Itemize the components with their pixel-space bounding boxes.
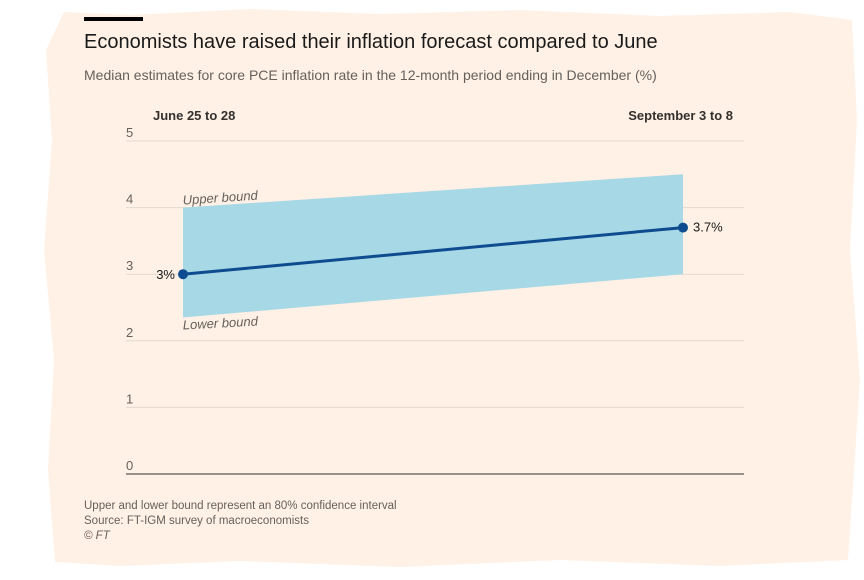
data-label-0: 3% — [156, 267, 175, 282]
data-point-0 — [178, 269, 188, 280]
y-tick-label-1: 1 — [126, 391, 133, 406]
y-tick-label-5: 5 — [126, 125, 133, 140]
footer-credit: © FT — [84, 530, 110, 542]
category-label-june: June 25 to 28 — [153, 108, 235, 123]
y-tick-label-0: 0 — [126, 458, 133, 473]
footer-source: Source: FT-IGM survey of macroeconomists — [84, 515, 309, 527]
y-tick-label-2: 2 — [126, 325, 133, 340]
category-label-september: September 3 to 8 — [628, 108, 733, 123]
y-tick-label-3: 3 — [126, 258, 133, 273]
y-tick-label-4: 4 — [126, 192, 133, 207]
title-accent-bar — [84, 17, 143, 21]
chart-subtitle: Median estimates for core PCE inflation … — [84, 67, 657, 83]
data-point-1 — [678, 222, 688, 233]
footer-note: Upper and lower bound represent an 80% c… — [84, 500, 397, 512]
data-label-1: 3.7% — [693, 220, 723, 235]
lower-bound-label: Lower bound — [182, 314, 259, 333]
median-series-line — [182, 226, 684, 276]
chart-title: Economists have raised their inflation f… — [84, 31, 658, 53]
upper-bound-label: Upper bound — [182, 188, 259, 208]
confidence-band — [183, 174, 683, 318]
